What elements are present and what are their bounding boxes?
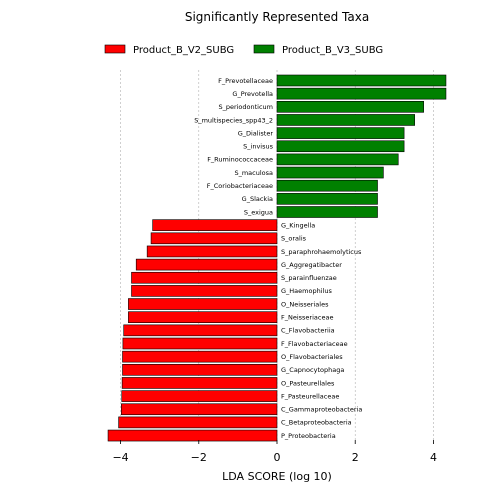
bar-label-s-multispecies-spp43-2: S_multispecies_spp43_2 [194,116,273,124]
bar-g-haemophilus [131,285,278,297]
bar-label-p-proteobacteria: P_Proteobacteria [281,432,336,440]
bar-f-pasteurellaceae [121,390,278,402]
bar-f-coriobacteriaceae [276,179,378,192]
bar-label-c-betaproteobacteria: C_Betaproteobacteria [281,419,352,427]
x-axis-label: LDA SCORE (log 10) [222,470,332,483]
bar-label-s-oralis: S_oralis [281,235,307,243]
bar-s-multispecies-spp43-2 [276,114,415,126]
bar-f-flavobacteriaceae [122,337,278,350]
bar-label-g-aggregatibacter: G_Aggregatibacter [281,261,342,269]
bar-g-aggregatibacter [135,258,278,271]
bar-label-o-pasteurellales: O_Pasteurellales [281,379,335,387]
bar-label-g-slackia: G_Slackia [242,195,273,203]
bar-o-flavobacteriales [122,350,278,363]
bar-label-s-paraphrohaemolyticus: S_paraphrohaemolyticus [281,248,362,256]
bar-label-g-capnocytophaga: G_Capnocytophaga [281,366,344,374]
bar-f-prevotellaceae [276,74,447,87]
x-tick-label: 0 [274,451,281,464]
bar-label-g-dialister: G_Dialister [238,129,274,137]
bar-label-s-invisus: S_invisus [243,143,273,151]
x-tick-label: −2 [191,451,207,464]
bar-label-s-parainfluenzae: S_parainfluenzae [281,274,337,282]
bar-g-kingella [152,219,278,231]
bar-labels: F_Prevotellaceae G_Prevotella S_periodonti… [194,77,362,440]
legend-label-v3: Product_B_V3_SUBG [282,45,383,56]
bar-label-s-exigua: S_exigua [244,208,273,216]
legend-swatch-v3 [253,44,275,54]
bar-label-c-gammaproteobacteria: C_Gammaproteobacteria [281,406,362,414]
bar-s-maculosa [276,166,384,179]
chart-title: Significantly Represented Taxa [185,10,369,24]
bar-f-neisseriaceae [128,311,278,324]
bar-g-prevotella [276,87,447,100]
bar-c-flavobacteriia [123,324,278,337]
x-axis: −4 −2 0 2 4 [112,440,437,464]
bar-label-c-flavobacteriia: C_Flavobacteriia [281,327,335,335]
bar-label-s-maculosa: S_maculosa [234,169,273,177]
bar-o-pasteurellales [121,377,278,389]
bar-label-o-neisseriales: O_Neisseriales [281,300,329,308]
legend: Product_B_V2_SUBG Product_B_V3_SUBG [104,44,383,56]
bar-label-f-ruminococcaceae: F_Ruminococcaceae [207,156,273,164]
bar-s-periodonticum [276,101,424,113]
bar-label-f-prevotellaceae: F_Prevotellaceae [218,77,273,85]
bar-g-capnocytophaga [122,363,278,376]
bar-c-gammaproteobacteria [121,403,278,416]
bar-c-betaproteobacteria [118,416,278,429]
bar-o-neisseriales [128,298,278,310]
bar-s-invisus [276,140,405,153]
bar-label-g-haemophilus: G_Haemophilus [281,287,332,295]
bar-s-parainfluenzae [131,271,278,284]
bar-label-f-coriobacteriaceae: F_Coriobacteriaceae [207,182,273,190]
bar-label-g-kingella: G_Kingella [281,221,315,229]
bar-label-f-pasteurellaceae: F_Pasteurellaceae [281,392,339,400]
bar-label-f-neisseriaceae: F_Neisseriaceae [281,314,333,322]
bar-label-o-flavobacteriales: O_Flavobacteriales [281,353,343,361]
bar-f-ruminococcaceae [276,153,399,166]
bar-g-dialister [276,127,405,139]
bar-s-oralis [150,232,278,245]
legend-label-v2: Product_B_V2_SUBG [133,45,234,56]
x-tick-label: −4 [112,451,128,464]
bar-label-s-periodonticum: S_periodonticum [218,103,273,111]
legend-swatch-v2 [104,44,126,54]
bars [107,74,447,442]
bar-s-exigua [276,206,378,218]
x-tick-label: 4 [430,451,437,464]
bar-g-slackia [276,193,378,205]
bar-p-proteobacteria [107,429,278,442]
bar-s-paraphrohaemolyticus [146,245,278,258]
x-tick-label: 2 [352,451,359,464]
bar-label-g-prevotella: G_Prevotella [232,90,273,98]
bar-label-f-flavobacteriaceae: F_Flavobacteriaceae [281,340,348,348]
